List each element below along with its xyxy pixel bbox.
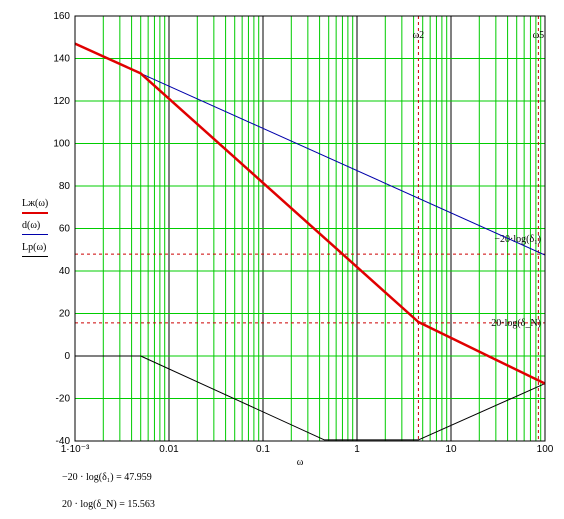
ref-line-label: 20·log(δ_N) [491, 318, 541, 329]
y-tick-label: 80 [59, 181, 71, 192]
ref-line-label: −20·log(δ₁) [494, 234, 541, 245]
x-tick-label: 10 [445, 444, 457, 455]
x-tick-label: 100 [537, 444, 554, 455]
vertical-reference-lines: ω2 ω5 [413, 16, 545, 441]
legend-swatch [22, 234, 48, 235]
y-tick-label: 140 [53, 54, 70, 65]
legend-item-d: d(ω) [22, 221, 48, 235]
legend-item-lp: Lp(ω) [22, 243, 48, 257]
x-tick-label: 0.01 [159, 444, 179, 455]
y-tick-label: -20 [56, 394, 71, 405]
x-tick-label: 1 [354, 444, 360, 455]
legend-label: d(ω) [22, 220, 41, 231]
plot-frame [74, 15, 546, 442]
legend-swatch [22, 256, 48, 257]
y-tick-label: 40 [59, 266, 71, 277]
plot-grid [74, 15, 545, 442]
y-tick-label: -40 [56, 436, 71, 447]
y-tick-label: 0 [64, 351, 70, 362]
legend-label: Lж(ω) [22, 198, 49, 209]
y-tick-label: 120 [53, 96, 70, 107]
legend-item-lzh: Lж(ω) [22, 199, 48, 214]
x-axis-label: ω [297, 457, 304, 468]
y-tick-label: 60 [59, 224, 71, 235]
formula-delta-1: −20 · log(δ₁) = 47.959 [62, 472, 152, 483]
legend-label: Lp(ω) [22, 242, 47, 253]
x-tick-label: 1·10⁻³ [61, 444, 90, 455]
series-line [75, 355, 546, 441]
y-tick-label: 160 [53, 11, 70, 22]
y-tick-label: 100 [53, 139, 70, 150]
series-group [74, 42, 546, 441]
legend-swatch [22, 212, 48, 214]
series-line [74, 42, 546, 385]
formula-delta-n: 20 · log(δ_N) = 15.563 [62, 499, 155, 510]
ref-line-label: ω2 [413, 30, 425, 41]
y-tick-label: 20 [59, 309, 71, 320]
horizontal-reference-lines: −20·log(δ₁) 20·log(δ_N) [75, 234, 545, 329]
x-tick-labels: 1·10⁻³ 0.01 0.1 1 10 100 [61, 444, 554, 455]
x-tick-label: 0.1 [256, 444, 270, 455]
y-tick-labels: -40 -20 0 20 40 60 80 100 120 140 160 [53, 11, 70, 447]
ref-line-label: ω5 [533, 30, 545, 41]
